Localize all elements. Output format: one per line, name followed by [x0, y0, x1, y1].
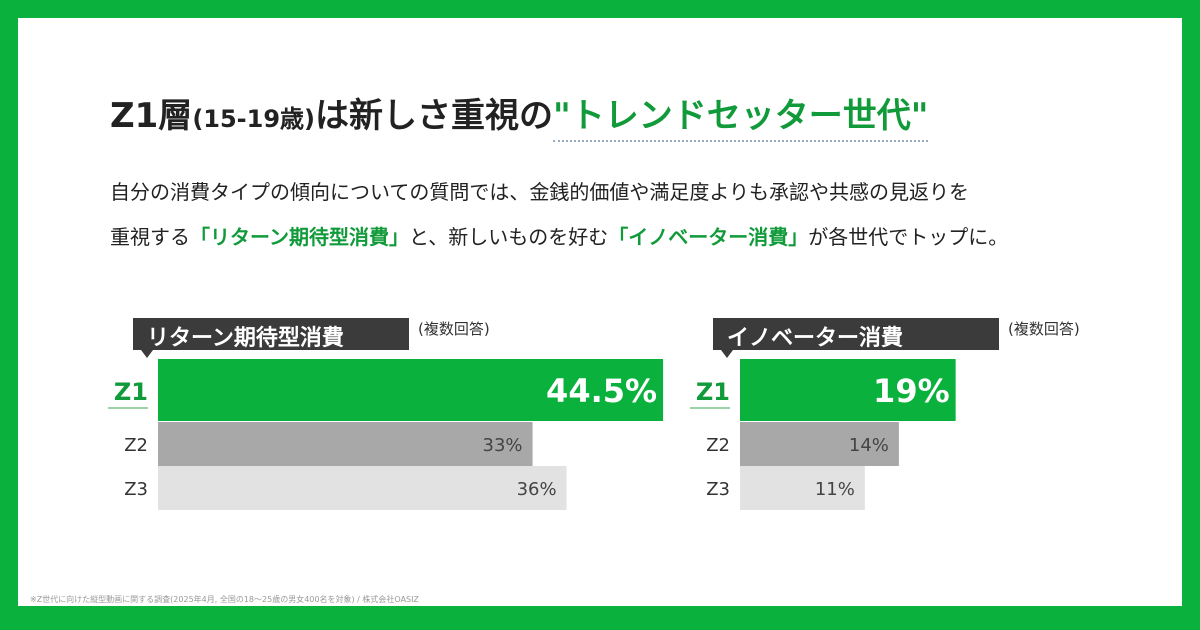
chart-2-bar-z3 — [740, 466, 865, 510]
chart-2-label-z3: 11% — [815, 479, 855, 500]
chart-2-bar-z1 — [740, 359, 956, 421]
chart-2-bar-z2 — [740, 422, 899, 466]
chart-1-category-z2: Z2 — [124, 435, 148, 456]
chart-1-label-z3: 36% — [517, 479, 557, 500]
title-middle: は新しさ重視の — [315, 96, 554, 136]
chart-1-title: リターン期待型消費 — [133, 318, 409, 358]
chart-1-bar-z2 — [158, 422, 533, 466]
chart-2-category-z3: Z3 — [706, 479, 730, 500]
body-line-1: 自分の消費タイプの傾向についての質問では、金銭的価値や満足度よりも承認や共感の見… — [110, 180, 969, 204]
chart-2-label-z1: 19% — [873, 372, 950, 410]
chart-1-bar-z3 — [158, 466, 567, 510]
highlight-innovator: 「イノベーター消費」 — [608, 225, 809, 249]
title-age: (15-19歳) — [192, 105, 316, 133]
text: 重視する — [110, 225, 190, 249]
chart-1-label-z1: 44.5% — [546, 372, 657, 410]
text: が各世代でトップに。 — [808, 225, 1009, 249]
chart-2-note: (複数回答) — [1008, 320, 1080, 338]
footnote: ※Z世代に向けた縦型動画に関する調査(2025年4月, 全国の18〜25歳の男女… — [30, 595, 419, 604]
chart-1-note: (複数回答) — [418, 320, 490, 338]
chart-2-title: イノベーター消費 — [713, 318, 999, 358]
title-prefix: Z1層 — [110, 96, 193, 136]
chart-1-category-z3: Z3 — [124, 479, 148, 500]
body-line-2: 重視する「リターン期待型消費」と、新しいものを好む「イノベーター消費」が各世代で… — [110, 221, 1008, 250]
chart-2-label-z2: 14% — [849, 435, 889, 456]
chart-1-bar-z1 — [158, 359, 664, 421]
chart-1-label-z2: 33% — [483, 435, 523, 456]
chart-2-category-z2: Z2 — [706, 435, 730, 456]
page-title: Z1層(15-19歳)は新しさ重視の"トレンドセッター世代" — [110, 88, 929, 142]
highlight-return: 「リターン期待型消費」 — [190, 225, 409, 249]
text: と、新しいものを好む — [409, 225, 609, 249]
chart-2-category-z1: Z1 — [696, 378, 730, 406]
title-highlight: "トレンドセッター世代" — [553, 96, 929, 142]
chart-1-category-z1: Z1 — [114, 378, 148, 406]
